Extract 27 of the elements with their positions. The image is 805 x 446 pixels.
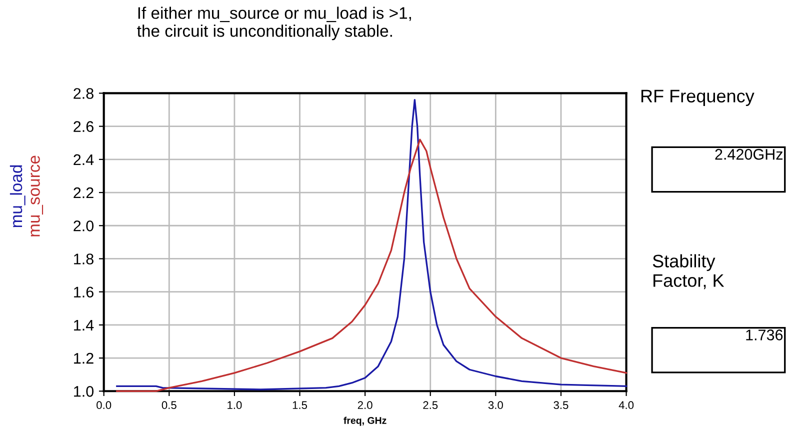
text: mu_load	[10, 165, 26, 228]
x-tick-label: 3.5	[554, 401, 568, 410]
text: mu_source	[30, 156, 44, 236]
y-tick-label: 2.4	[74, 154, 94, 165]
text: Stability Factor, K	[652, 254, 724, 290]
y-tick-label: 1.4	[74, 320, 94, 330]
x-tick-label: 1.5	[292, 401, 308, 410]
y-tick-label: 2.8	[74, 88, 94, 99]
chart-title: If either mu_source or mu_load is >1, the circuit is unconditionally stable.	[137, 6, 411, 40]
y-tick-label: 2.2	[74, 187, 94, 198]
text: RF Frequency	[641, 90, 754, 106]
x-tick-label: 1.0	[228, 401, 242, 410]
x-tick-label: 2.0	[358, 401, 372, 410]
y-tick-label: 2.0	[74, 220, 94, 232]
x-tick-label: 2.5	[423, 401, 438, 410]
y-tick-label: 2.6	[74, 121, 94, 132]
x-axis-title: freq, GHz	[344, 416, 386, 426]
y-tick-label: 1.2	[74, 352, 94, 364]
text: 1.736	[746, 330, 783, 340]
x-tick-label: 0.5	[162, 401, 176, 410]
x-tick-label: 0.0	[96, 401, 112, 410]
x-tick-label: 3.0	[488, 401, 503, 410]
y-tick-label: 1.0	[74, 386, 94, 397]
y-tick-label: 1.6	[74, 286, 94, 298]
x-tick-label: 4.0	[618, 401, 634, 410]
y-tick-label: 1.8	[74, 254, 94, 264]
text: 2.420GHz	[715, 148, 783, 160]
